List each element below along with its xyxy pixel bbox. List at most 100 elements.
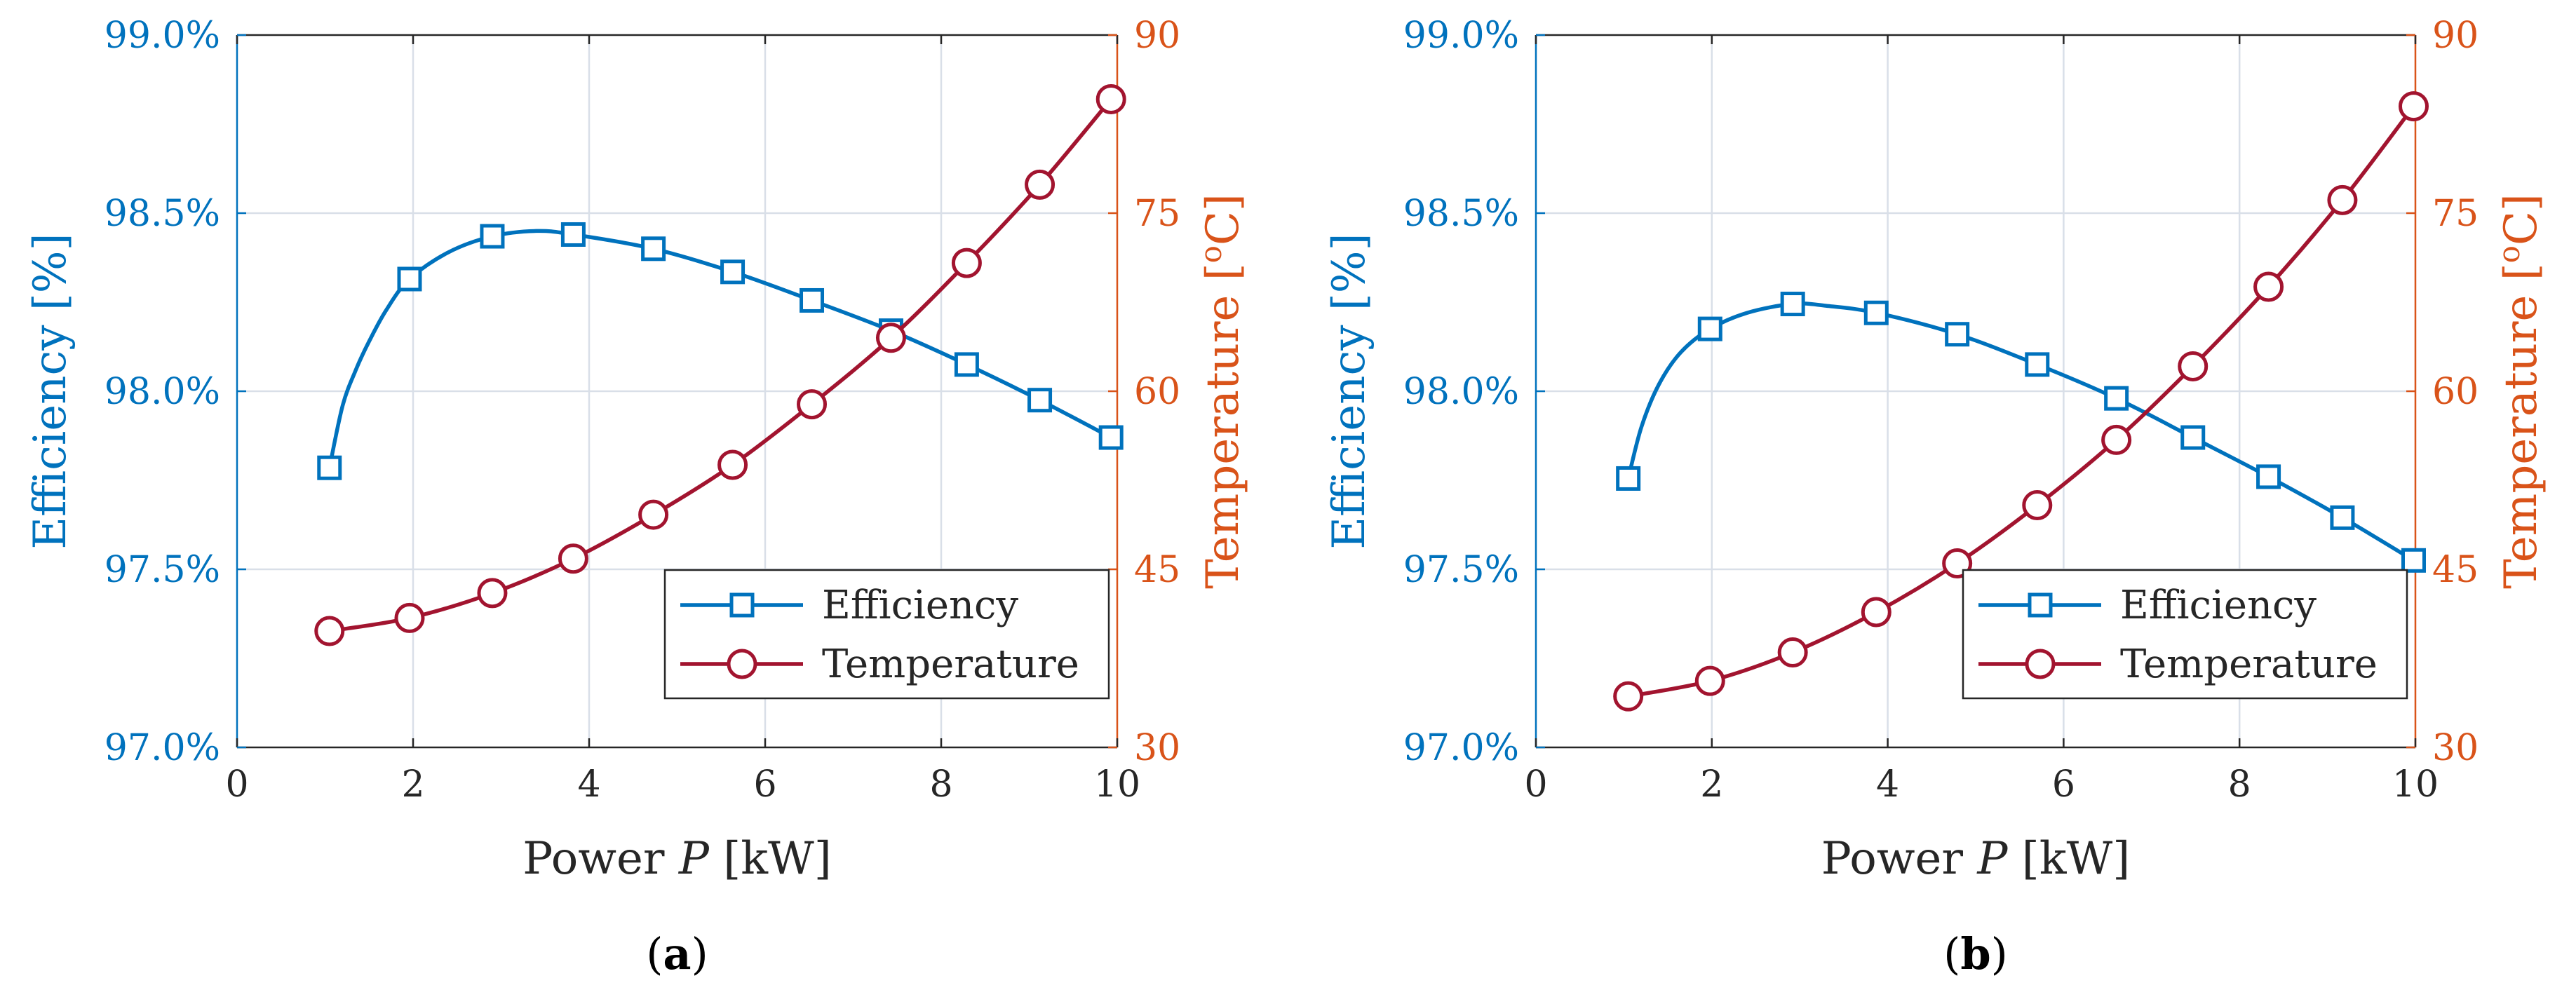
x-tick-label: 2 — [1700, 764, 1723, 806]
temperature-marker — [477, 578, 508, 609]
x-tick-label: 6 — [753, 764, 776, 806]
y-axis-label-right-text: Temperature [ — [1197, 263, 1249, 589]
y-tick-label-left: 97.5% — [104, 549, 220, 591]
x-axis-label-text: Power — [522, 833, 679, 885]
y-tick-label-left: 99.0% — [104, 15, 220, 57]
efficiency-marker — [2401, 548, 2426, 573]
x-axis-label: Power P [kW] — [522, 833, 832, 885]
efficiency-marker — [1697, 316, 1722, 341]
temperature-marker — [1613, 681, 1644, 712]
x-tick-label: 8 — [2228, 764, 2251, 806]
y-tick-label-right: 60 — [1134, 371, 1180, 413]
efficiency-marker — [2330, 505, 2355, 530]
y-tick-label-right: 75 — [1134, 193, 1180, 235]
temperature-marker — [1025, 169, 1056, 200]
temperature-marker — [558, 543, 588, 574]
y-tick-label-left: 98.5% — [1403, 193, 1519, 235]
y-tick-label-left: 98.5% — [104, 193, 220, 235]
x-tick-label: 2 — [401, 764, 424, 806]
temperature-marker — [1777, 637, 1808, 668]
y-tick-label-left: 97.0% — [1403, 727, 1519, 769]
temperature-marker — [2101, 424, 2132, 455]
chart-panel-b: 0 2 4 6 8 10 97.0% 97.5% 98.0% 98.5% 99.0% 30 45 60 75… — [1323, 15, 2547, 979]
x-tick-label: 8 — [929, 764, 952, 806]
x-axis-label: Power P [kW] — [1821, 833, 2131, 885]
efficiency-marker — [397, 266, 422, 292]
y-tick-label-right: 45 — [2432, 549, 2479, 591]
y-tick-label-right: 30 — [1134, 727, 1180, 769]
y-axis-label-right-superscript: o — [1194, 245, 1228, 263]
panel-label: (b) — [1943, 928, 2008, 979]
temperature-marker — [314, 616, 345, 646]
efficiency-marker — [480, 224, 505, 249]
legend-marker-efficiency — [2028, 592, 2053, 618]
panel-label: (a) — [646, 928, 708, 979]
temperature-marker — [2327, 184, 2358, 215]
panel-label-close: ) — [1991, 928, 2008, 979]
y-tick-label-left: 98.0% — [104, 371, 220, 413]
legend-marker-efficiency — [729, 592, 755, 618]
y-tick-label-right: 75 — [2432, 193, 2479, 235]
efficiency-marker — [560, 222, 586, 247]
series-efficiency — [1616, 292, 2426, 573]
y-tick-label-left: 97.0% — [104, 727, 220, 769]
temperature-marker — [2022, 490, 2053, 521]
x-tick-label: 10 — [1094, 764, 1140, 806]
efficiency-marker — [1098, 425, 1124, 450]
y-tick-label-left: 98.0% — [1403, 371, 1519, 413]
efficiency-marker — [2104, 386, 2129, 411]
x-tick-label: 4 — [577, 764, 600, 806]
y-axis-label-right: Temperature [oC] — [1194, 194, 1250, 589]
legend-label-temperature: Temperature — [2120, 642, 2378, 687]
temperature-marker — [394, 602, 425, 633]
y-axis-label-right-unit: C] — [1197, 194, 1249, 245]
x-axis-label-text: Power — [1821, 833, 1978, 885]
y-axis-label-right-unit: C] — [2495, 194, 2547, 245]
x-axis-label-variable: P — [678, 833, 710, 885]
temperature-marker — [2178, 351, 2209, 381]
efficiency-marker — [1780, 292, 1805, 317]
y-tick-label-right: 90 — [2432, 15, 2479, 57]
legend: Efficiency Temperature — [663, 569, 1110, 700]
x-tick-label: 6 — [2052, 764, 2075, 806]
temperature-marker — [1861, 597, 1891, 628]
x-tick-label: 0 — [225, 764, 248, 806]
legend-label-temperature: Temperature — [822, 642, 1079, 687]
legend-label-efficiency: Efficiency — [822, 583, 1018, 628]
panel-label-open: ( — [646, 928, 663, 979]
efficiency-marker — [1616, 466, 1641, 491]
efficiency-marker — [2025, 352, 2050, 377]
x-tick-label: 0 — [1524, 764, 1547, 806]
chart-panel-a: 0 2 4 6 8 10 97.0% 97.5% 98.0% 98.5% 99.0% 30 45 60 75… — [25, 15, 1249, 979]
y-axis-label-left: Efficiency [%] — [25, 233, 76, 549]
efficiency-marker — [2256, 464, 2281, 489]
panel-label-close: ) — [692, 928, 708, 979]
y-tick-label-right: 45 — [1134, 549, 1180, 591]
temperature-marker — [1095, 83, 1126, 114]
temperature-marker — [717, 449, 748, 480]
efficiency-marker — [954, 352, 979, 377]
panel-label-letter: a — [663, 928, 691, 979]
temperature-marker — [951, 247, 982, 278]
panel-label-letter: b — [1960, 928, 1990, 979]
temperature-marker — [2398, 91, 2429, 122]
series-temperature — [1613, 91, 2429, 712]
y-tick-label-left: 97.5% — [1403, 549, 1519, 591]
y-axis-label-right-text: Temperature [ — [2495, 263, 2547, 589]
legend-marker-temperature — [727, 649, 757, 679]
series-temperature — [314, 83, 1126, 646]
y-tick-label-right: 30 — [2432, 727, 2479, 769]
x-tick-label: 10 — [2392, 764, 2439, 806]
efficiency-marker — [2180, 425, 2206, 450]
legend-marker-temperature — [2025, 649, 2056, 679]
efficiency-marker — [1945, 322, 1970, 347]
x-axis-label-unit: [kW] — [709, 833, 832, 885]
temperature-marker — [2253, 271, 2284, 302]
x-axis-label-unit: [kW] — [2007, 833, 2130, 885]
y-tick-label-left: 99.0% — [1403, 15, 1519, 57]
efficiency-line — [1626, 301, 2416, 563]
y-tick-label-right: 60 — [2432, 371, 2479, 413]
legend: Efficiency Temperature — [1962, 569, 2408, 700]
efficiency-marker — [1863, 300, 1889, 325]
